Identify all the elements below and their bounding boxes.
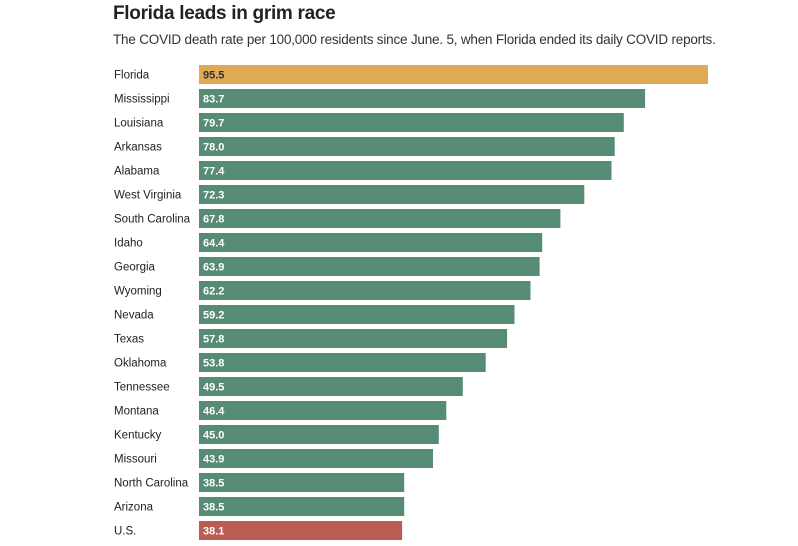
category-label-nevada: Nevada: [114, 310, 154, 322]
bar-oklahoma: [199, 353, 486, 372]
bar-texas: [199, 329, 508, 348]
value-label-oklahoma: 53.8: [203, 358, 224, 370]
category-label-arizona: Arizona: [114, 502, 154, 514]
value-label-arizona: 38.5: [203, 502, 224, 514]
category-label-louisiana: Louisiana: [114, 118, 164, 130]
bar-missouri: [199, 449, 433, 468]
value-label-u-s: 38.1: [203, 526, 224, 538]
bar-nevada: [199, 305, 515, 324]
chart-title: Florida leads in grim race: [113, 3, 336, 24]
category-label-georgia: Georgia: [114, 262, 156, 274]
value-label-missouri: 43.9: [203, 454, 224, 466]
bar-alabama: [199, 161, 612, 180]
bar-wyoming: [199, 281, 531, 300]
category-label-u-s: U.S.: [114, 526, 136, 538]
category-label-kentucky: Kentucky: [114, 430, 162, 442]
value-label-mississippi: 83.7: [203, 94, 224, 106]
bar-south-carolina: [199, 209, 561, 228]
value-label-south-carolina: 67.8: [203, 214, 224, 226]
bar-kentucky: [199, 425, 439, 444]
value-label-nevada: 59.2: [203, 310, 224, 322]
chart-subtitle: The COVID death rate per 100,000 residen…: [113, 32, 716, 47]
value-label-louisiana: 79.7: [203, 118, 224, 130]
bar-louisiana: [199, 113, 624, 132]
bar-georgia: [199, 257, 540, 276]
value-label-tennessee: 49.5: [203, 382, 224, 394]
value-label-florida: 95.5: [203, 70, 224, 82]
category-label-north-carolina: North Carolina: [114, 478, 189, 490]
category-label-south-carolina: South Carolina: [114, 214, 191, 226]
bar-mississippi: [199, 89, 646, 108]
category-label-oklahoma: Oklahoma: [114, 358, 167, 370]
value-label-alabama: 77.4: [203, 166, 225, 178]
value-label-kentucky: 45.0: [203, 430, 224, 442]
bar-u-s: [199, 521, 403, 540]
bar-florida: [199, 65, 708, 84]
category-label-arkansas: Arkansas: [114, 142, 162, 154]
value-label-wyoming: 62.2: [203, 286, 224, 298]
category-label-tennessee: Tennessee: [114, 382, 170, 394]
bar-montana: [199, 401, 447, 420]
value-label-north-carolina: 38.5: [203, 478, 224, 490]
bar-north-carolina: [199, 473, 405, 492]
category-label-montana: Montana: [114, 406, 159, 418]
value-label-georgia: 63.9: [203, 262, 224, 274]
value-label-texas: 57.8: [203, 334, 224, 346]
category-label-missouri: Missouri: [114, 454, 157, 466]
value-label-arkansas: 78.0: [203, 142, 224, 154]
category-label-mississippi: Mississippi: [114, 94, 170, 106]
category-label-idaho: Idaho: [114, 238, 143, 250]
bar-idaho: [199, 233, 543, 252]
category-label-wyoming: Wyoming: [114, 286, 162, 298]
category-label-texas: Texas: [114, 334, 144, 346]
value-label-montana: 46.4: [203, 406, 225, 418]
bar-tennessee: [199, 377, 463, 396]
category-label-alabama: Alabama: [114, 166, 160, 178]
bar-arizona: [199, 497, 405, 516]
category-label-west-virginia: West Virginia: [114, 190, 182, 202]
bar-arkansas: [199, 137, 615, 156]
value-label-west-virginia: 72.3: [203, 190, 224, 202]
value-label-idaho: 64.4: [203, 238, 225, 250]
bar-west-virginia: [199, 185, 585, 204]
category-label-florida: Florida: [114, 70, 150, 82]
